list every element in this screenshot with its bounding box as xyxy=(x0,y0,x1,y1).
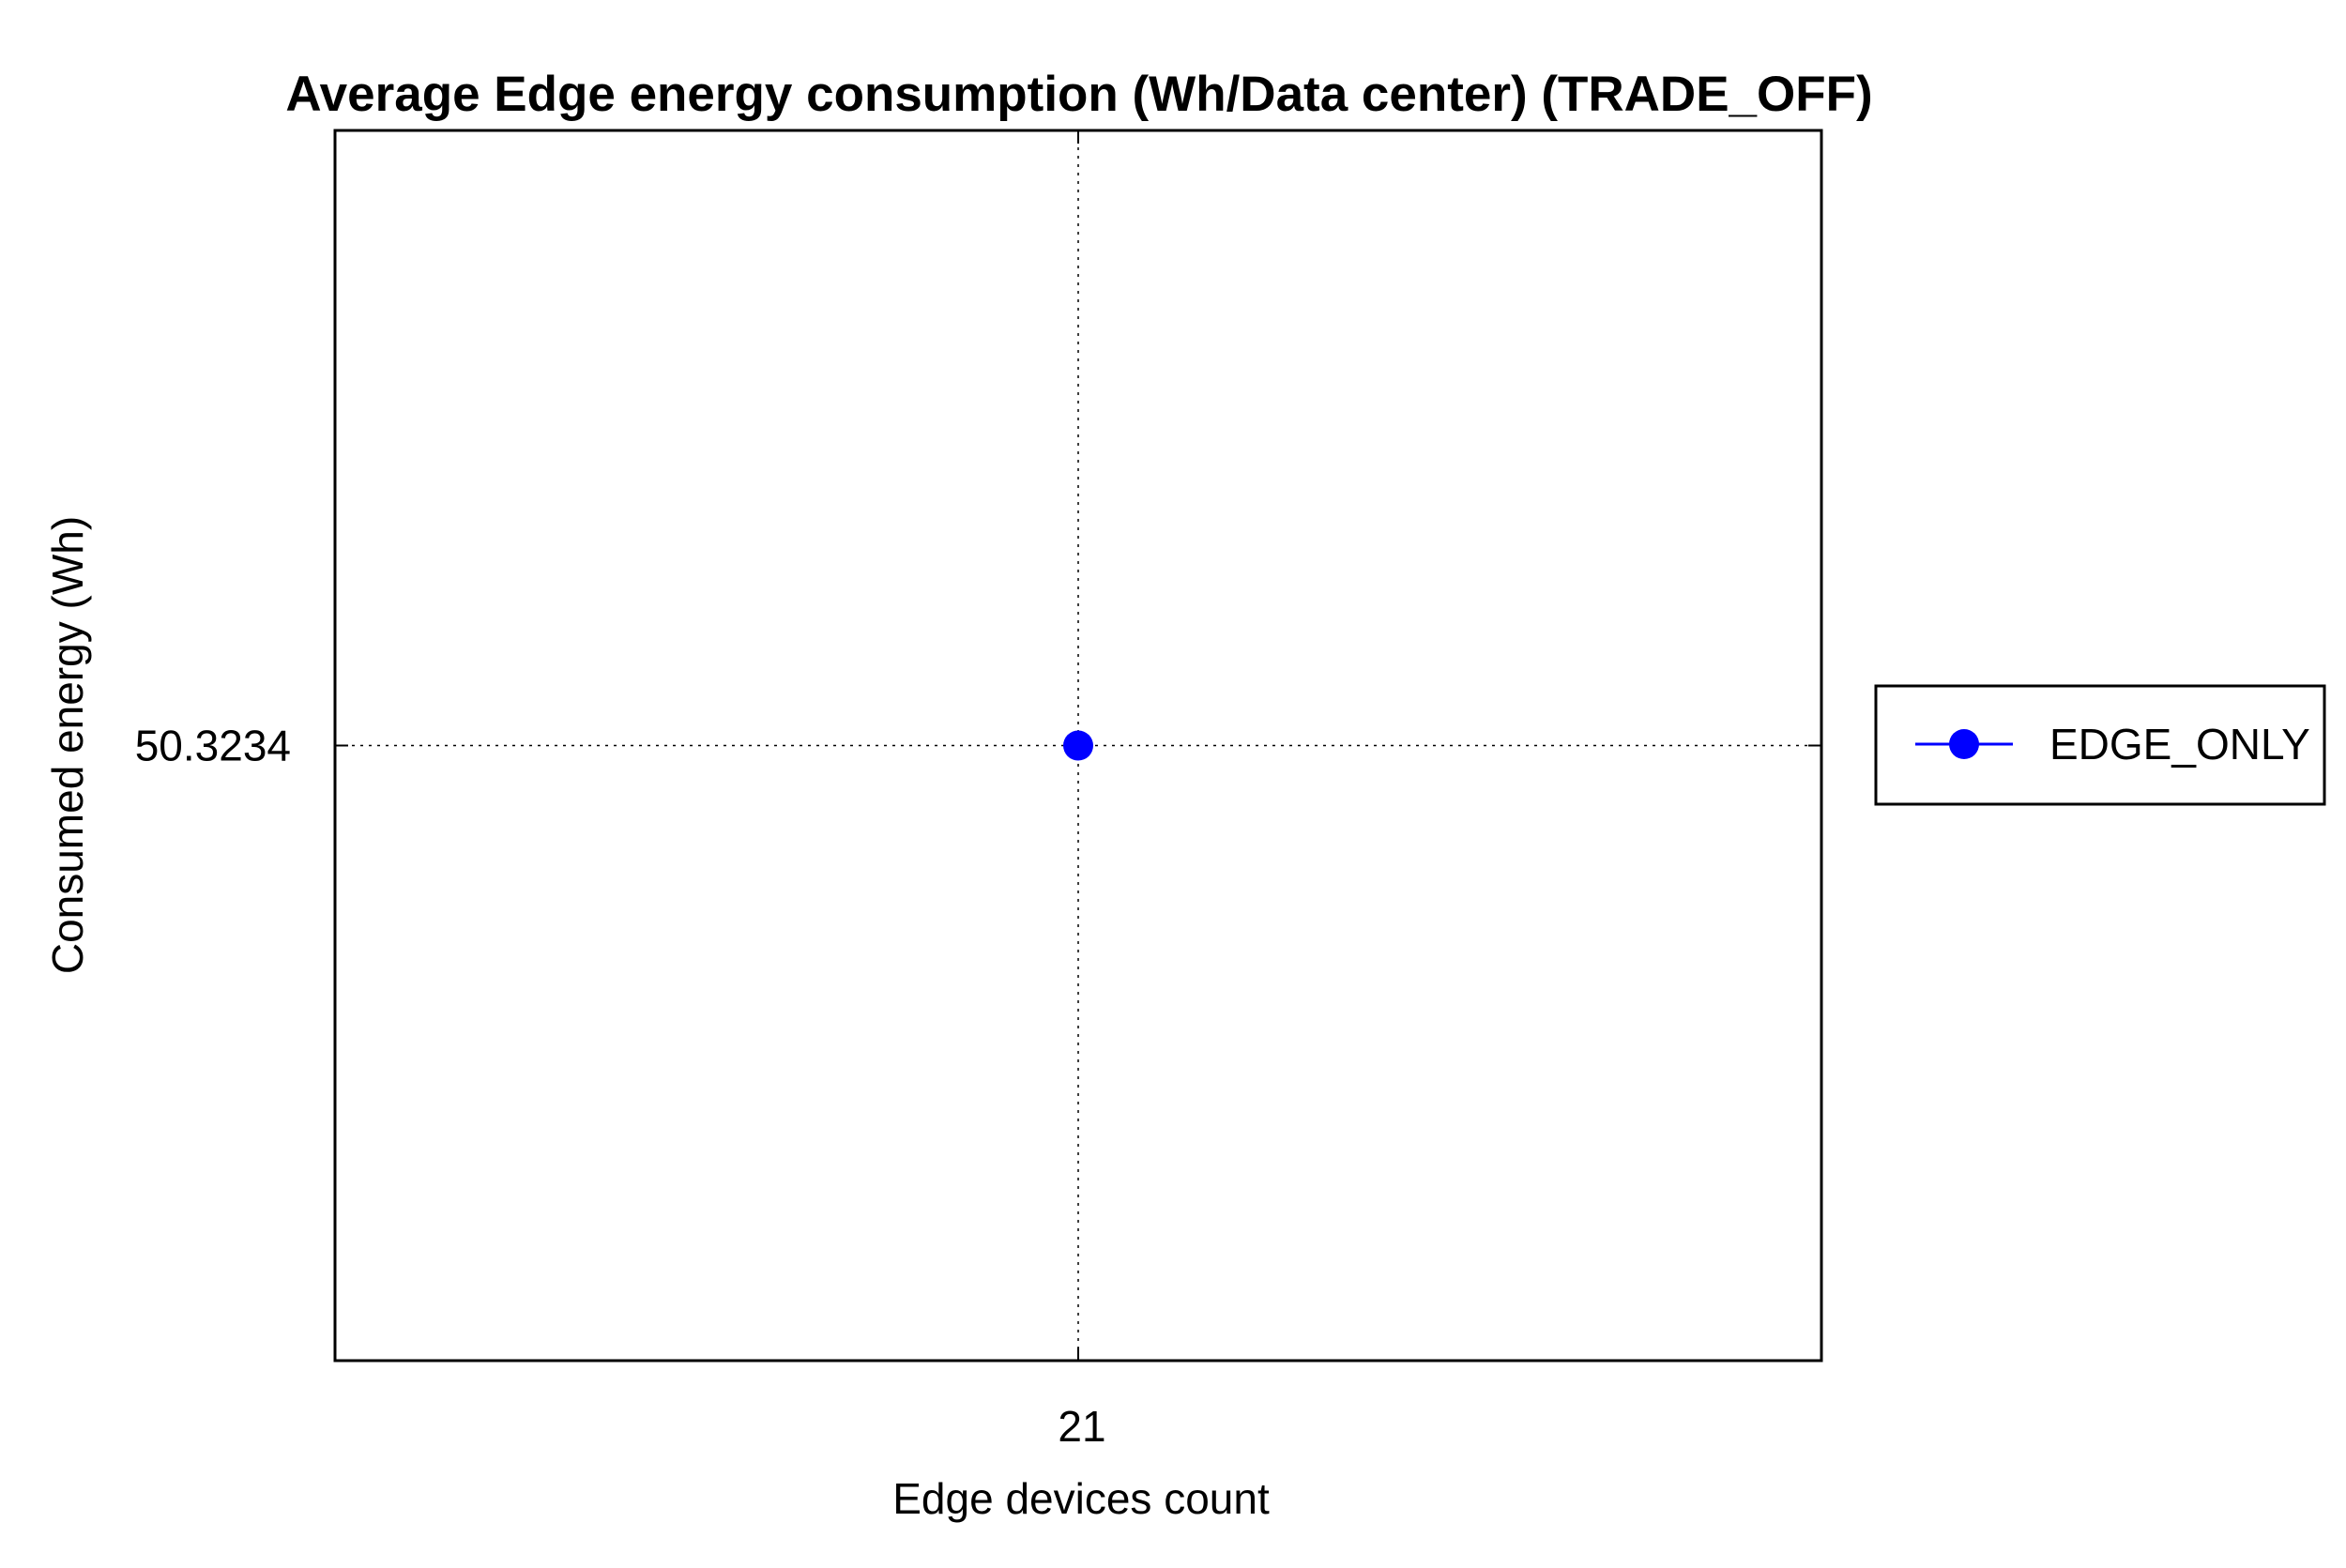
axis-ticks: 21 50.3234 xyxy=(135,130,1821,1451)
legend: EDGE_ONLY xyxy=(1874,684,2326,806)
legend-marker xyxy=(1949,729,1979,759)
legend-entries: EDGE_ONLY xyxy=(1915,720,2310,769)
x-axis-label: Edge devices count xyxy=(892,1474,1270,1523)
y-axis-label: Consumed energy (Wh) xyxy=(43,516,92,974)
y-tick-label: 50.3234 xyxy=(135,722,291,770)
legend-label: EDGE_ONLY xyxy=(2049,720,2310,769)
x-tick-label: 21 xyxy=(1058,1402,1105,1451)
data-point xyxy=(1063,730,1093,761)
chart-title: Average Edge energy consumption (Wh/Data… xyxy=(285,67,1872,122)
series-layer xyxy=(1063,730,1093,761)
